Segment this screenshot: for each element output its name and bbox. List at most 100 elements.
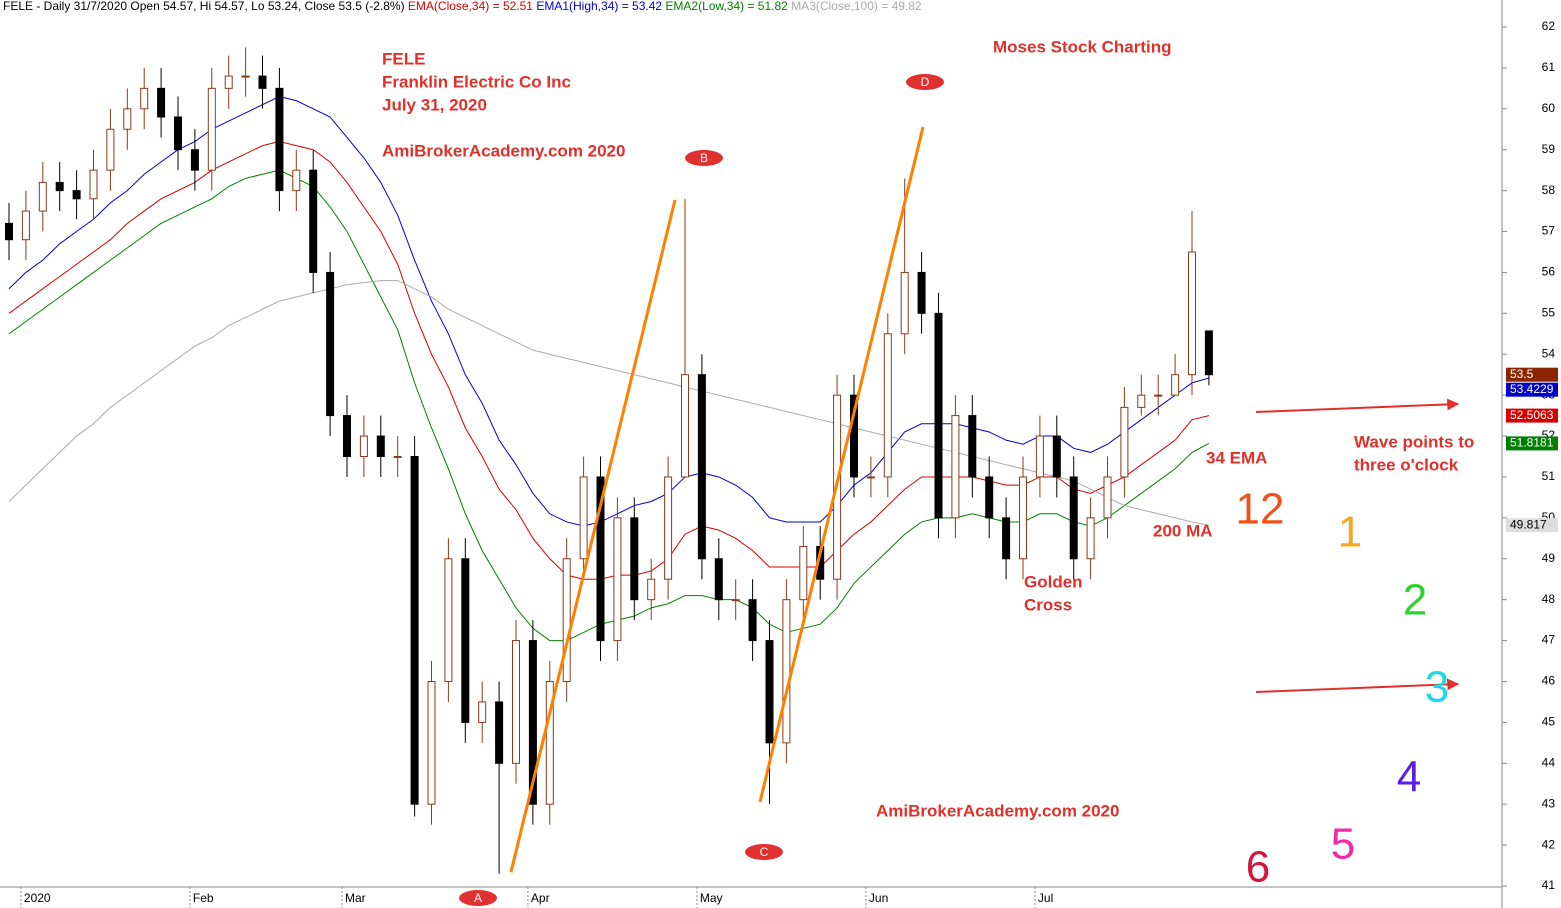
candle-body [1204, 330, 1213, 376]
candle-body [647, 578, 656, 601]
header-item: EMA(Close,34) = 52.51 [408, 0, 533, 13]
y-tick-label: 57 [1542, 224, 1556, 238]
y-tick-label: 42 [1542, 837, 1556, 851]
candle-body [5, 222, 13, 241]
y-tick-label: 60 [1542, 101, 1556, 115]
y-tick-label: 46 [1542, 674, 1556, 688]
y-tick-label: 62 [1542, 19, 1556, 33]
candle-body [292, 169, 301, 192]
candle-body [427, 680, 436, 805]
candle-body [562, 558, 571, 682]
candle-body [664, 476, 673, 580]
candle-body [1188, 251, 1196, 376]
annotation: July 31, 2020 [382, 95, 487, 114]
candle-body [985, 476, 994, 519]
trend-line [509, 199, 677, 873]
candle-body [968, 415, 977, 478]
candle-body [1086, 517, 1095, 560]
price-tag [1506, 408, 1558, 423]
annotation: AmiBrokerAcademy.com 2020 [876, 801, 1119, 820]
clock-number: 3 [1425, 663, 1449, 712]
y-tick-label: 43 [1542, 796, 1556, 810]
candle-body [106, 128, 115, 171]
candle-body [140, 87, 149, 110]
candle-body [917, 271, 926, 314]
x-tick-label: Mar [345, 891, 366, 905]
y-tick-label: 45 [1542, 715, 1556, 729]
annotation: three o'clock [1354, 455, 1459, 474]
header-item: MA3(Close,100) = 49.82 [791, 0, 922, 13]
arrow [1255, 678, 1460, 693]
candle-body [21, 210, 30, 241]
candle-body [376, 435, 385, 457]
candle-body [393, 456, 402, 458]
candle-body [799, 545, 808, 601]
candle-body [343, 415, 351, 458]
candle-body [613, 517, 622, 642]
candle-body [850, 394, 858, 478]
y-tick-label: 49 [1542, 551, 1556, 565]
candle-body [748, 599, 757, 642]
candle-body [326, 271, 335, 417]
wave-point-label: A [474, 891, 482, 905]
candle-body [174, 116, 182, 151]
candle-body [444, 558, 453, 682]
ma-line [8, 141, 1210, 580]
price-tag-label: 49.817 [1510, 517, 1547, 531]
wave-point [685, 150, 723, 166]
candle-body [207, 87, 216, 171]
candle-body [528, 640, 537, 805]
y-tick-label: 55 [1542, 306, 1556, 320]
candle-body [461, 558, 470, 723]
candle-body [866, 476, 875, 479]
clock-number: 12 [1236, 485, 1285, 534]
annotation: AmiBrokerAcademy.com 2020 [382, 141, 625, 160]
plot: 4142434445464748495051525354555657585960… [5, 19, 1556, 908]
annotation: FELE [382, 49, 425, 68]
annotation: 34 EMA [1206, 448, 1267, 467]
y-tick-label: 44 [1542, 755, 1556, 769]
candle-body [55, 181, 64, 192]
candle-body [596, 476, 605, 642]
candle-body [1019, 476, 1027, 560]
wave-point [745, 844, 783, 860]
candle-body [495, 701, 504, 764]
candle-body [157, 87, 166, 118]
x-tick-label: Apr [531, 891, 550, 905]
price-tag [1506, 436, 1558, 451]
clock-number: 5 [1331, 820, 1355, 869]
y-tick-label: 51 [1542, 469, 1556, 483]
candle-body [1154, 394, 1163, 397]
annotation: Wave points to [1354, 432, 1474, 451]
candle-body [883, 333, 892, 478]
y-tick-label: 58 [1542, 183, 1556, 197]
annotation: Moses Stock Charting [993, 37, 1172, 56]
candle-body [478, 701, 487, 723]
wave-point-label: B [700, 151, 708, 165]
candle-body [579, 476, 588, 560]
candle-body [1002, 517, 1011, 560]
header: FELE - Daily 31/7/2020 Open 54.57, Hi 54… [3, 0, 922, 13]
ma-line [8, 280, 1209, 526]
annotation: Franklin Electric Co Inc [382, 72, 571, 91]
candle-body [1103, 476, 1112, 519]
candle-body [72, 190, 81, 200]
candle-body [38, 181, 47, 212]
candle-body [714, 558, 723, 601]
y-tick-label: 41 [1542, 878, 1556, 892]
y-tick-label: 56 [1542, 265, 1556, 279]
header-item: FELE - Daily 31/7/2020 Open 54.57, Hi 54… [3, 0, 405, 13]
y-tick-label: 59 [1542, 142, 1556, 156]
candle-body [123, 108, 132, 130]
candle-body [1171, 374, 1180, 396]
candle-body [951, 415, 960, 519]
candle-body [1069, 476, 1078, 560]
price-tag [1506, 382, 1558, 397]
clock-number: 6 [1246, 843, 1270, 892]
annotation: Cross [1024, 595, 1072, 614]
candle-body [410, 456, 419, 805]
x-tick-label: 2020 [24, 891, 51, 905]
y-tick-label: 47 [1542, 633, 1556, 647]
